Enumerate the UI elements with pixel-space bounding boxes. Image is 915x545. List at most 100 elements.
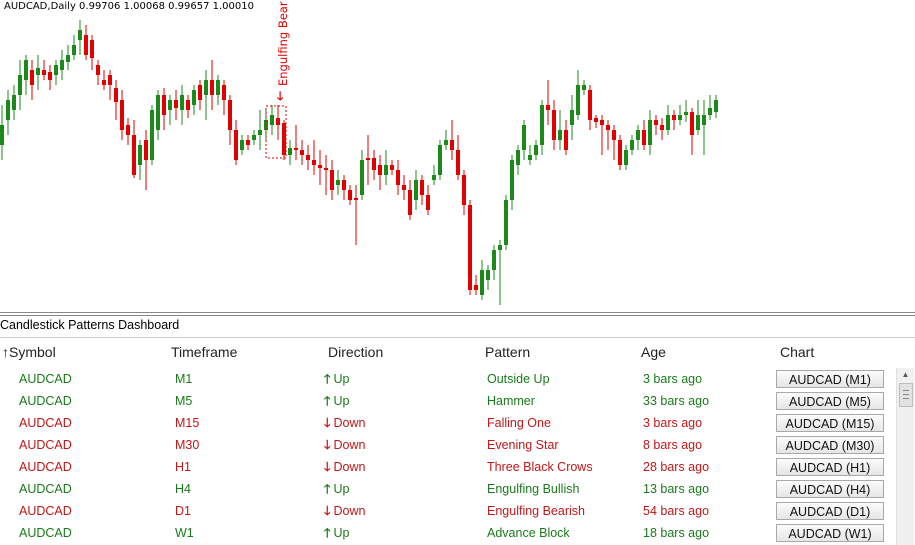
candle-body	[30, 70, 34, 85]
arrow-down-icon: 🡓	[324, 504, 331, 518]
candle-body	[330, 170, 334, 190]
row-direction: 🡓 Down	[324, 500, 365, 522]
open-chart-button[interactable]: AUDCAD (M30)	[776, 436, 884, 454]
row-symbol: AUDCAD	[19, 526, 72, 540]
candle-body	[696, 115, 700, 130]
candle-body	[222, 85, 226, 100]
candle-body	[654, 120, 658, 125]
row-age: 33 bars ago	[643, 394, 710, 408]
row-direction-label: Down	[333, 438, 366, 452]
open-chart-button[interactable]: AUDCAD (H1)	[776, 458, 884, 476]
candle-body	[642, 130, 646, 145]
candle-body	[498, 245, 502, 250]
column-header-direction[interactable]: Direction	[328, 344, 384, 360]
arrow-up-icon: 🡑	[324, 394, 331, 408]
candle-body	[438, 145, 442, 175]
pattern-annotation-text: Engulfing Bear	[276, 1, 290, 86]
candle-body	[480, 270, 484, 295]
row-timeframe: H1	[175, 460, 191, 474]
down-arrow-icon: 🡓	[277, 89, 284, 103]
row-pattern: Falling One	[487, 416, 551, 430]
open-chart-button[interactable]: AUDCAD (D1)	[776, 502, 884, 520]
candle-body	[552, 110, 556, 140]
row-timeframe: M30	[175, 438, 200, 452]
candle-body	[648, 120, 652, 145]
candle-body	[402, 185, 406, 190]
candle-body	[396, 170, 400, 185]
candle-body	[588, 90, 592, 120]
table-row: AUDCAD D1 🡓 Down Engulfing Bearish 54 bars ag…	[0, 500, 900, 522]
candle-body	[6, 100, 10, 120]
row-pattern: Outside Up	[487, 372, 550, 386]
open-chart-button[interactable]: AUDCAD (W1)	[776, 524, 884, 542]
candle-body	[702, 115, 706, 125]
candle-body	[192, 90, 196, 105]
candle-body	[540, 105, 544, 145]
pattern-annotation: Engulfing Bear	[276, 0, 290, 90]
candle-body	[72, 45, 76, 55]
open-chart-button[interactable]: AUDCAD (M15)	[776, 414, 884, 432]
candle-body	[114, 88, 118, 102]
candle-body	[84, 35, 88, 55]
table-row: AUDCAD H1 🡓 Down Three Black Crows 28 bars ag…	[0, 456, 900, 478]
row-timeframe: M5	[175, 394, 193, 408]
row-direction: 🡑 Up	[324, 522, 350, 544]
row-pattern: Engulfing Bearish	[487, 504, 585, 518]
candle-body	[384, 165, 388, 175]
column-header-symbol[interactable]: ↑Symbol	[2, 344, 56, 360]
candle-body	[486, 270, 490, 280]
candle-body	[162, 95, 166, 115]
candle-body	[528, 155, 532, 160]
row-direction-label: Up	[333, 482, 350, 496]
row-symbol: AUDCAD	[19, 504, 72, 518]
candle-body	[636, 130, 640, 140]
row-symbol: AUDCAD	[19, 438, 72, 452]
row-direction: 🡓 Down	[324, 412, 365, 434]
column-header-timeframe[interactable]: Timeframe	[171, 344, 238, 360]
scroll-up-icon[interactable]: ▲	[901, 370, 910, 379]
candle-body	[108, 75, 112, 85]
scroll-thumb[interactable]	[899, 383, 913, 407]
candle-body	[198, 85, 202, 100]
row-symbol: AUDCAD	[19, 460, 72, 474]
row-direction: 🡓 Down	[324, 434, 365, 456]
candle-body	[594, 118, 598, 122]
column-header-age[interactable]: Age	[641, 344, 666, 360]
candle-body	[54, 65, 58, 75]
candle-body	[174, 100, 178, 108]
row-direction: 🡓 Down	[324, 456, 365, 478]
candle-body	[546, 105, 550, 110]
row-direction: 🡑 Up	[324, 390, 350, 412]
open-chart-button[interactable]: AUDCAD (M5)	[776, 392, 884, 410]
column-header-pattern[interactable]: Pattern	[485, 344, 531, 360]
price-chart[interactable]	[0, 0, 915, 312]
candle-body	[42, 70, 46, 75]
chart-info-text: AUDCAD,Daily 0.99706 1.00068 0.99657 1.0…	[4, 1, 254, 12]
candle-body	[708, 108, 712, 115]
vertical-scrollbar[interactable]: ▲	[896, 368, 914, 545]
candle-body	[144, 140, 148, 160]
row-age: 8 bars ago	[643, 438, 703, 452]
candle-body	[36, 68, 40, 75]
candle-body	[324, 168, 328, 170]
table-row: AUDCAD H4 🡑 Up Engulfing Bullish 13 bars ago A…	[0, 478, 900, 500]
candle-body	[684, 112, 688, 115]
row-age: 28 bars ago	[643, 460, 710, 474]
candle-body	[270, 115, 274, 125]
open-chart-button[interactable]: AUDCAD (M1)	[776, 370, 884, 388]
candle-body	[660, 125, 664, 130]
candle-body	[516, 150, 520, 165]
table-row: AUDCAD W1 🡑 Up Advance Block 18 bars ago AUDCA…	[0, 522, 900, 544]
candle-body	[156, 95, 160, 130]
open-chart-button[interactable]: AUDCAD (H4)	[776, 480, 884, 498]
row-timeframe: D1	[175, 504, 191, 518]
candle-body	[0, 125, 4, 145]
candle-body	[300, 150, 304, 155]
candle-body	[366, 158, 370, 160]
candle-body	[630, 140, 634, 150]
column-header-chart[interactable]: Chart	[780, 344, 815, 360]
candle-body	[180, 95, 184, 110]
table-row: AUDCAD M15 🡓 Down Falling One 3 bars ago AUDCA…	[0, 412, 900, 434]
candle-body	[360, 160, 364, 195]
row-age: 3 bars ago	[643, 416, 703, 430]
